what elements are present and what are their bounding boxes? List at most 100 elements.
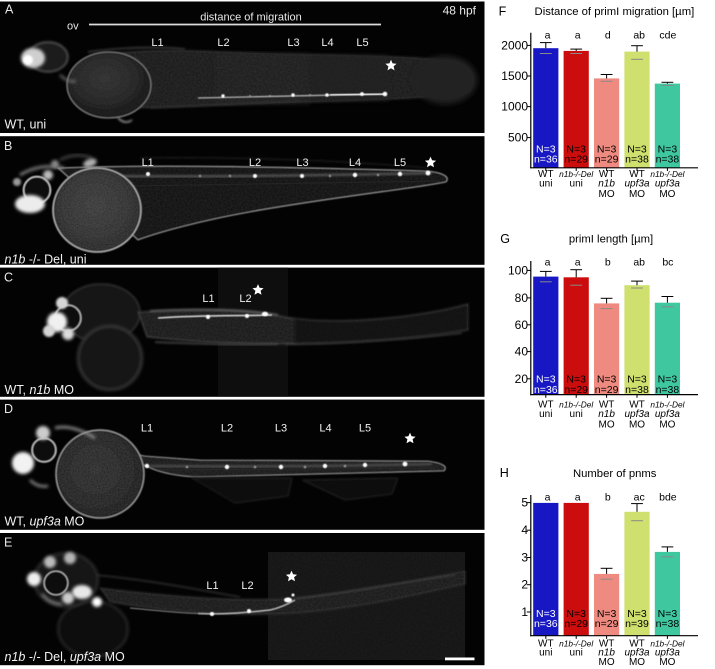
svg-text:L3: L3: [296, 157, 308, 169]
svg-text:b: b: [605, 492, 611, 504]
svg-text:L2: L2: [241, 580, 253, 592]
svg-text:n1b: n1b: [598, 409, 615, 420]
svg-text:n=29: n=29: [595, 384, 619, 396]
svg-text:n=39: n=39: [625, 618, 649, 630]
svg-text:n=36: n=36: [534, 618, 558, 630]
svg-text:L2: L2: [221, 423, 233, 435]
svg-text:N=3: N=3: [536, 374, 556, 386]
svg-text:a: a: [545, 30, 551, 42]
svg-text:N=3: N=3: [627, 374, 647, 386]
svg-text:WT: WT: [599, 169, 615, 180]
svg-text:A: A: [5, 3, 14, 17]
svg-text:n1b -/- Del, upf3a MO: n1b -/- Del, upf3a MO: [5, 650, 125, 664]
svg-text:80: 80: [515, 291, 529, 305]
svg-text:upf3a: upf3a: [624, 648, 649, 659]
svg-text:20: 20: [515, 372, 529, 386]
svg-text:60: 60: [515, 318, 529, 332]
svg-text:N=3: N=3: [658, 143, 678, 155]
svg-text:n=29: n=29: [564, 384, 588, 396]
svg-text:bc: bc: [662, 257, 673, 269]
svg-text:bde: bde: [659, 492, 677, 504]
svg-text:N=3: N=3: [627, 143, 647, 155]
svg-text:1500: 1500: [501, 69, 528, 83]
svg-text:N=3: N=3: [597, 374, 617, 386]
svg-text:b: b: [605, 257, 611, 269]
svg-text:L3: L3: [275, 423, 287, 435]
svg-text:ov: ov: [67, 21, 79, 33]
svg-text:upf3a: upf3a: [624, 409, 649, 420]
svg-text:E: E: [4, 536, 12, 550]
svg-text:WT, n1b MO: WT, n1b MO: [5, 383, 75, 397]
svg-text:WT: WT: [599, 400, 615, 411]
svg-text:ab: ab: [633, 30, 645, 42]
svg-text:upf3a: upf3a: [655, 648, 680, 659]
svg-text:WT, uni: WT, uni: [5, 117, 47, 131]
svg-text:WT: WT: [538, 638, 554, 649]
svg-text:primI length [µm]: primI length [µm]: [569, 234, 653, 246]
svg-text:N=3: N=3: [566, 374, 586, 386]
svg-text:a: a: [575, 30, 581, 42]
svg-text:N=3: N=3: [597, 608, 617, 620]
svg-text:WT: WT: [629, 169, 645, 180]
svg-text:L5: L5: [359, 423, 371, 435]
svg-text:MO: MO: [659, 657, 675, 668]
svg-text:C: C: [4, 271, 13, 285]
svg-text:L3: L3: [287, 37, 299, 49]
svg-text:ab: ab: [633, 257, 645, 269]
svg-text:L1: L1: [202, 293, 214, 305]
svg-text:n=29: n=29: [564, 154, 588, 166]
svg-text:n1b-/-Del: n1b-/-Del: [650, 400, 685, 410]
svg-text:WT: WT: [629, 638, 645, 649]
svg-text:L2: L2: [249, 157, 261, 169]
svg-text:40: 40: [515, 345, 529, 359]
svg-text:L5: L5: [394, 157, 406, 169]
svg-text:F: F: [499, 5, 507, 19]
svg-text:n1b: n1b: [598, 179, 615, 190]
svg-text:N=3: N=3: [627, 608, 647, 620]
svg-text:n1b-/-Del: n1b-/-Del: [559, 638, 594, 648]
svg-text:uni: uni: [539, 409, 552, 420]
svg-text:uni: uni: [570, 648, 583, 659]
svg-text:n1b-/-Del: n1b-/-Del: [559, 169, 594, 179]
svg-text:n=36: n=36: [534, 154, 558, 166]
svg-text:WT: WT: [599, 638, 615, 649]
svg-text:a: a: [545, 492, 551, 504]
svg-text:2000: 2000: [501, 38, 528, 52]
svg-text:L2: L2: [239, 293, 251, 305]
svg-text:WT, upf3a MO: WT, upf3a MO: [5, 514, 85, 528]
svg-text:upf3a: upf3a: [655, 179, 680, 190]
svg-text:MO: MO: [629, 420, 645, 431]
svg-text:distance of migration: distance of migration: [200, 12, 302, 24]
svg-text:3: 3: [521, 551, 528, 565]
svg-text:L4: L4: [319, 423, 331, 435]
svg-text:ac: ac: [634, 492, 645, 504]
svg-text:Number of pnms: Number of pnms: [573, 468, 657, 480]
svg-text:WT: WT: [538, 400, 554, 411]
svg-text:N=3: N=3: [536, 143, 556, 155]
svg-text:N=3: N=3: [566, 143, 586, 155]
svg-text:n=36: n=36: [534, 384, 558, 396]
svg-text:MO: MO: [599, 420, 615, 431]
svg-text:MO: MO: [629, 657, 645, 668]
svg-text:n=38: n=38: [656, 154, 680, 166]
svg-text:100: 100: [508, 263, 528, 277]
svg-text:upf3a: upf3a: [624, 179, 649, 190]
svg-text:uni: uni: [570, 179, 583, 190]
svg-text:WT: WT: [538, 169, 554, 180]
svg-text:L4: L4: [349, 157, 361, 169]
svg-text:D: D: [4, 402, 13, 416]
svg-text:WT: WT: [629, 400, 645, 411]
svg-text:uni: uni: [539, 648, 552, 659]
svg-text:n1b -/- Del, uni: n1b -/- Del, uni: [5, 253, 87, 267]
svg-text:MO: MO: [599, 189, 615, 200]
svg-text:B: B: [4, 139, 12, 153]
svg-text:L4: L4: [321, 37, 333, 49]
svg-text:5: 5: [521, 496, 528, 510]
svg-text:n=29: n=29: [595, 618, 619, 630]
svg-text:Distance of primI migration [µ: Distance of primI migration [µm]: [535, 6, 695, 18]
svg-text:L2: L2: [217, 37, 229, 49]
svg-text:L5: L5: [356, 37, 368, 49]
svg-text:L1: L1: [141, 423, 153, 435]
svg-text:cde: cde: [659, 30, 676, 42]
svg-text:n=38: n=38: [625, 384, 649, 396]
